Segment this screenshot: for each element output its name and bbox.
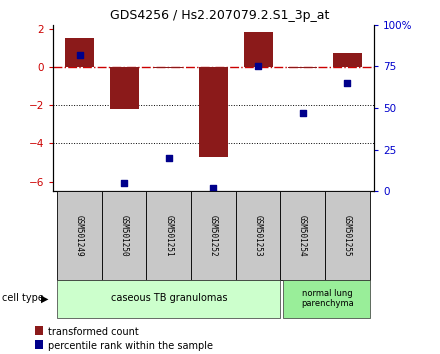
Point bbox=[210, 185, 217, 191]
Bar bbox=[147, 191, 191, 280]
Bar bbox=[325, 191, 370, 280]
Bar bbox=[236, 191, 280, 280]
Bar bbox=[102, 191, 147, 280]
Bar bbox=[57, 191, 102, 280]
Bar bbox=[333, 52, 362, 67]
Point bbox=[76, 52, 83, 58]
Text: cell type: cell type bbox=[2, 293, 44, 303]
Text: ▶: ▶ bbox=[40, 293, 48, 303]
Text: GSM501250: GSM501250 bbox=[120, 215, 128, 256]
Text: transformed count: transformed count bbox=[48, 327, 139, 337]
Bar bbox=[243, 33, 272, 67]
Point bbox=[299, 110, 306, 116]
Text: GSM501254: GSM501254 bbox=[298, 215, 307, 256]
Point bbox=[165, 155, 172, 161]
Text: GSM501251: GSM501251 bbox=[164, 215, 173, 256]
Text: percentile rank within the sample: percentile rank within the sample bbox=[48, 341, 213, 351]
Bar bbox=[57, 280, 280, 318]
Text: GSM501253: GSM501253 bbox=[253, 215, 263, 256]
Bar bbox=[280, 191, 325, 280]
Text: caseous TB granulomas: caseous TB granulomas bbox=[110, 293, 227, 303]
Text: GSM501249: GSM501249 bbox=[75, 215, 84, 256]
Bar bbox=[154, 67, 183, 68]
Text: normal lung
parenchyma: normal lung parenchyma bbox=[301, 289, 353, 308]
Bar bbox=[282, 280, 370, 318]
Bar bbox=[65, 38, 94, 67]
Point bbox=[121, 180, 128, 185]
Bar bbox=[199, 67, 228, 157]
Bar bbox=[110, 67, 139, 109]
Bar bbox=[288, 67, 317, 68]
Point bbox=[344, 80, 351, 86]
Text: GDS4256 / Hs2.207079.2.S1_3p_at: GDS4256 / Hs2.207079.2.S1_3p_at bbox=[110, 9, 330, 22]
Bar bbox=[191, 191, 236, 280]
Text: GSM501255: GSM501255 bbox=[343, 215, 352, 256]
Text: GSM501252: GSM501252 bbox=[209, 215, 218, 256]
Point bbox=[254, 64, 261, 69]
